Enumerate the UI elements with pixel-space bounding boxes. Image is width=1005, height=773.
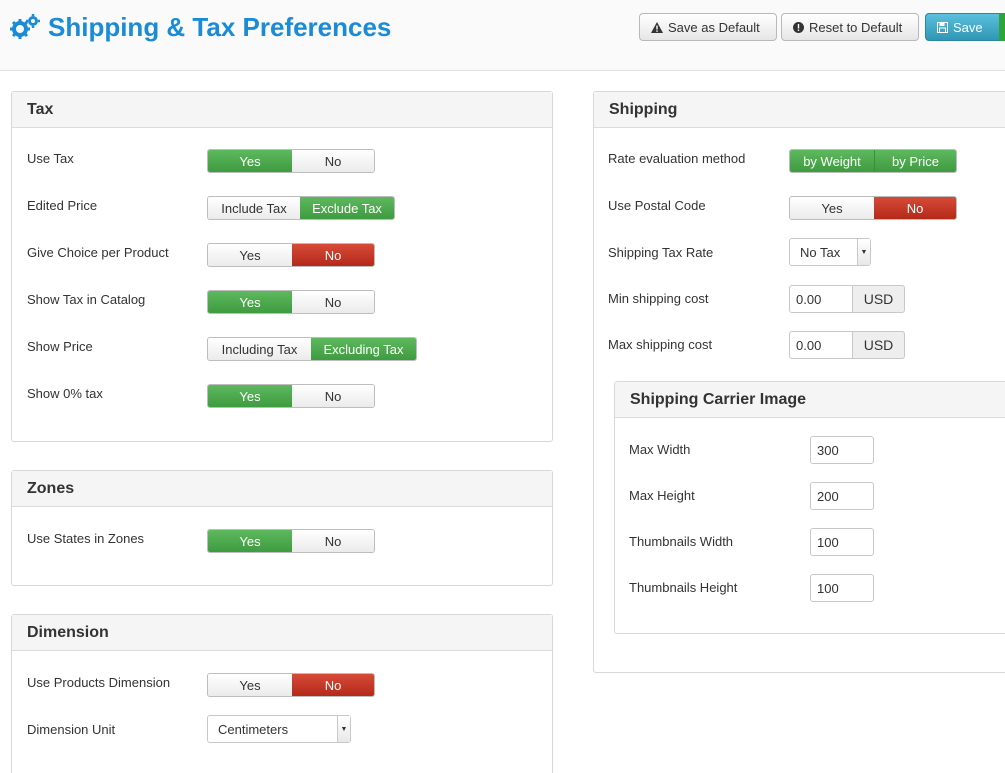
- use-tax-yes[interactable]: Yes: [208, 150, 292, 172]
- shipping-panel-title: Shipping: [594, 92, 1005, 128]
- shipping-tax-rate-value: No Tax: [800, 244, 841, 260]
- give-choice-label: Give Choice per Product: [27, 245, 169, 260]
- page-title-text: Shipping & Tax Preferences: [48, 11, 392, 42]
- carrier-image-panel-title: Shipping Carrier Image: [615, 382, 1005, 418]
- thumbnails-width-input[interactable]: [810, 528, 874, 556]
- use-postal-code-label: Use Postal Code: [608, 198, 706, 213]
- page-header: Shipping & Tax Preferences Save as Defau…: [0, 0, 1005, 71]
- thumbnails-width-label: Thumbnails Width: [629, 534, 734, 549]
- give-choice-yes[interactable]: Yes: [208, 244, 292, 266]
- shipping-panel: Shipping Rate evaluation method by Weigh…: [593, 91, 1005, 673]
- min-cost-input[interactable]: [789, 285, 853, 313]
- warning-icon: [651, 21, 663, 33]
- save-button[interactable]: Save: [925, 13, 1000, 41]
- show-zero-tax-label: Show 0% tax: [27, 386, 103, 401]
- dimension-unit-select[interactable]: Centimeters ▼: [207, 715, 351, 743]
- use-products-dimension-yes[interactable]: Yes: [208, 674, 292, 696]
- dimension-panel-title: Dimension: [12, 615, 552, 651]
- thumbnails-height-input[interactable]: [810, 574, 874, 602]
- zones-panel-title: Zones: [12, 471, 552, 507]
- tax-panel: Tax Use Tax Yes No Edited Price Include …: [11, 91, 553, 442]
- show-zero-tax-no[interactable]: No: [292, 385, 374, 407]
- gears-icon: [10, 14, 40, 39]
- show-tax-catalog-toggle[interactable]: Yes No: [207, 290, 375, 314]
- rate-method-by-weight[interactable]: by Weight: [790, 150, 874, 172]
- dimension-unit-label: Dimension Unit: [27, 722, 116, 737]
- reset-to-default-label: Reset to Default: [809, 19, 903, 35]
- use-products-dimension-no[interactable]: No: [292, 674, 374, 696]
- show-zero-tax-toggle[interactable]: Yes No: [207, 384, 375, 408]
- caret-down-icon: ▼: [857, 239, 870, 265]
- use-states-toggle[interactable]: Yes No: [207, 529, 375, 553]
- edited-price-label: Edited Price: [27, 198, 98, 213]
- show-price-toggle[interactable]: Including Tax Excluding Tax: [207, 337, 417, 361]
- use-products-dimension-label: Use Products Dimension: [27, 675, 171, 690]
- floppy-icon: [937, 21, 948, 33]
- use-postal-code-toggle[interactable]: Yes No: [789, 196, 957, 220]
- save-label: Save: [953, 19, 983, 35]
- use-postal-code-no[interactable]: No: [874, 197, 956, 219]
- rate-method-toggle[interactable]: by Weight by Price: [789, 149, 957, 173]
- give-choice-toggle[interactable]: Yes No: [207, 243, 375, 267]
- max-width-label: Max Width: [629, 442, 691, 457]
- max-cost-label: Max shipping cost: [608, 337, 713, 352]
- save-and-close-button[interactable]: [999, 13, 1005, 41]
- use-tax-toggle[interactable]: Yes No: [207, 149, 375, 173]
- reset-to-default-button[interactable]: Reset to Default: [781, 13, 919, 41]
- use-states-no[interactable]: No: [292, 530, 374, 552]
- caret-down-icon: ▼: [337, 716, 350, 742]
- max-cost-currency: USD: [853, 331, 905, 359]
- edited-price-toggle[interactable]: Include Tax Exclude Tax: [207, 196, 395, 220]
- info-icon: [793, 21, 804, 33]
- show-price-including[interactable]: Including Tax: [208, 338, 311, 360]
- show-price-excluding[interactable]: Excluding Tax: [311, 338, 416, 360]
- use-states-label: Use States in Zones: [27, 531, 145, 546]
- carrier-image-panel: Shipping Carrier Image Max Width Max Hei…: [614, 381, 1005, 634]
- dimension-panel: Dimension Use Products Dimension Yes No …: [11, 614, 553, 773]
- give-choice-no[interactable]: No: [292, 244, 374, 266]
- min-cost-currency: USD: [853, 285, 905, 313]
- max-width-input[interactable]: [810, 436, 874, 464]
- use-postal-code-yes[interactable]: Yes: [790, 197, 874, 219]
- show-price-label: Show Price: [27, 339, 93, 354]
- shipping-tax-rate-label: Shipping Tax Rate: [608, 245, 714, 260]
- edited-price-exclude[interactable]: Exclude Tax: [300, 197, 394, 219]
- use-tax-no[interactable]: No: [292, 150, 374, 172]
- rate-method-label: Rate evaluation method: [608, 151, 746, 166]
- show-tax-catalog-label: Show Tax in Catalog: [27, 292, 146, 307]
- show-zero-tax-yes[interactable]: Yes: [208, 385, 292, 407]
- save-as-default-button[interactable]: Save as Default: [639, 13, 777, 41]
- save-as-default-label: Save as Default: [668, 19, 760, 35]
- max-cost-input[interactable]: [789, 331, 853, 359]
- page-title: Shipping & Tax Preferences: [10, 10, 391, 44]
- tax-panel-title: Tax: [12, 92, 552, 128]
- show-tax-catalog-yes[interactable]: Yes: [208, 291, 292, 313]
- rate-method-by-price[interactable]: by Price: [874, 150, 956, 172]
- max-height-label: Max Height: [629, 488, 695, 503]
- min-cost-label: Min shipping cost: [608, 291, 709, 306]
- use-tax-label: Use Tax: [27, 151, 74, 166]
- zones-panel: Zones Use States in Zones Yes No: [11, 470, 553, 586]
- edited-price-include[interactable]: Include Tax: [208, 197, 300, 219]
- dimension-unit-value: Centimeters: [218, 721, 289, 737]
- thumbnails-height-label: Thumbnails Height: [629, 580, 738, 595]
- use-products-dimension-toggle[interactable]: Yes No: [207, 673, 375, 697]
- use-states-yes[interactable]: Yes: [208, 530, 292, 552]
- show-tax-catalog-no[interactable]: No: [292, 291, 374, 313]
- max-height-input[interactable]: [810, 482, 874, 510]
- shipping-tax-rate-select[interactable]: No Tax ▼: [789, 238, 871, 266]
